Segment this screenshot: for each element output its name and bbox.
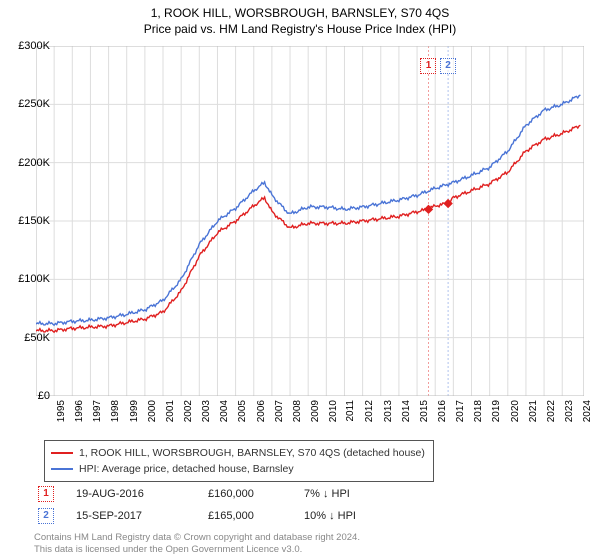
x-axis-tick-label: 2011	[345, 400, 356, 422]
y-axis-tick-label: £150K	[18, 215, 50, 227]
x-axis-tick-label: 1998	[110, 400, 121, 422]
x-axis-tick-label: 2006	[255, 400, 266, 422]
y-axis-tick-label: £200K	[18, 157, 50, 169]
legend-swatch	[51, 468, 73, 470]
title-line2: Price paid vs. HM Land Registry's House …	[0, 22, 600, 36]
sale-price: £165,000	[208, 510, 282, 522]
sale-pct: 10% ↓ HPI	[304, 510, 374, 522]
chart	[36, 46, 584, 396]
x-axis-tick-label: 2010	[328, 400, 339, 422]
y-axis-tick-label: £100K	[18, 273, 50, 285]
x-axis-tick-label: 2014	[401, 400, 412, 422]
x-axis-tick-label: 2024	[582, 400, 593, 422]
x-axis-tick-label: 2021	[528, 400, 539, 422]
x-axis-tick-label: 2000	[146, 400, 157, 422]
x-axis-tick-label: 2004	[219, 400, 230, 422]
sale-date: 19-AUG-2016	[76, 488, 186, 500]
x-axis-tick-label: 2012	[364, 400, 375, 422]
x-axis-tick-label: 2015	[419, 400, 430, 422]
x-axis-tick-label: 1997	[92, 400, 103, 422]
x-axis-tick-label: 1995	[56, 400, 67, 422]
x-axis-tick-label: 2023	[564, 400, 575, 422]
x-axis-tick-label: 2018	[473, 400, 484, 422]
x-axis-tick-label: 2009	[310, 400, 321, 422]
x-axis-tick-label: 2020	[509, 400, 520, 422]
sale-date: 15-SEP-2017	[76, 510, 186, 522]
y-axis-tick-label: £300K	[18, 40, 50, 52]
x-axis-tick-label: 2022	[546, 400, 557, 422]
x-axis-tick-label: 1999	[128, 400, 139, 422]
sale-marker-icon: 2	[38, 508, 54, 524]
x-axis-tick-label: 2002	[183, 400, 194, 422]
title-line1: 1, ROOK HILL, WORSBROUGH, BARNSLEY, S70 …	[0, 6, 600, 20]
y-axis-tick-label: £0	[38, 390, 50, 402]
chart-marker-icon: 1	[420, 58, 436, 74]
x-axis-tick-label: 2005	[237, 400, 248, 422]
legend-label: 1, ROOK HILL, WORSBROUGH, BARNSLEY, S70 …	[79, 447, 425, 459]
x-axis-tick-label: 2007	[273, 400, 284, 422]
legend: 1, ROOK HILL, WORSBROUGH, BARNSLEY, S70 …	[44, 440, 434, 482]
x-axis-tick-label: 2003	[201, 400, 212, 422]
x-axis-tick-label: 2019	[491, 400, 502, 422]
sale-row: 2 15-SEP-2017 £165,000 10% ↓ HPI	[38, 508, 374, 524]
x-axis-tick-label: 2013	[382, 400, 393, 422]
legend-label: HPI: Average price, detached house, Barn…	[79, 463, 294, 475]
footer: Contains HM Land Registry data © Crown c…	[34, 532, 360, 556]
x-axis-tick-label: 2016	[437, 400, 448, 422]
sale-row: 1 19-AUG-2016 £160,000 7% ↓ HPI	[38, 486, 374, 502]
x-axis-tick-label: 2008	[292, 400, 303, 422]
x-axis-tick-label: 2017	[455, 400, 466, 422]
y-axis-tick-label: £50K	[24, 332, 50, 344]
sale-price: £160,000	[208, 488, 282, 500]
sale-pct: 7% ↓ HPI	[304, 488, 374, 500]
sale-marker-icon: 1	[38, 486, 54, 502]
y-axis-tick-label: £250K	[18, 98, 50, 110]
legend-swatch	[51, 452, 73, 454]
x-axis-tick-label: 2001	[165, 400, 176, 422]
chart-marker-icon: 2	[440, 58, 456, 74]
x-axis-tick-label: 1996	[74, 400, 85, 422]
